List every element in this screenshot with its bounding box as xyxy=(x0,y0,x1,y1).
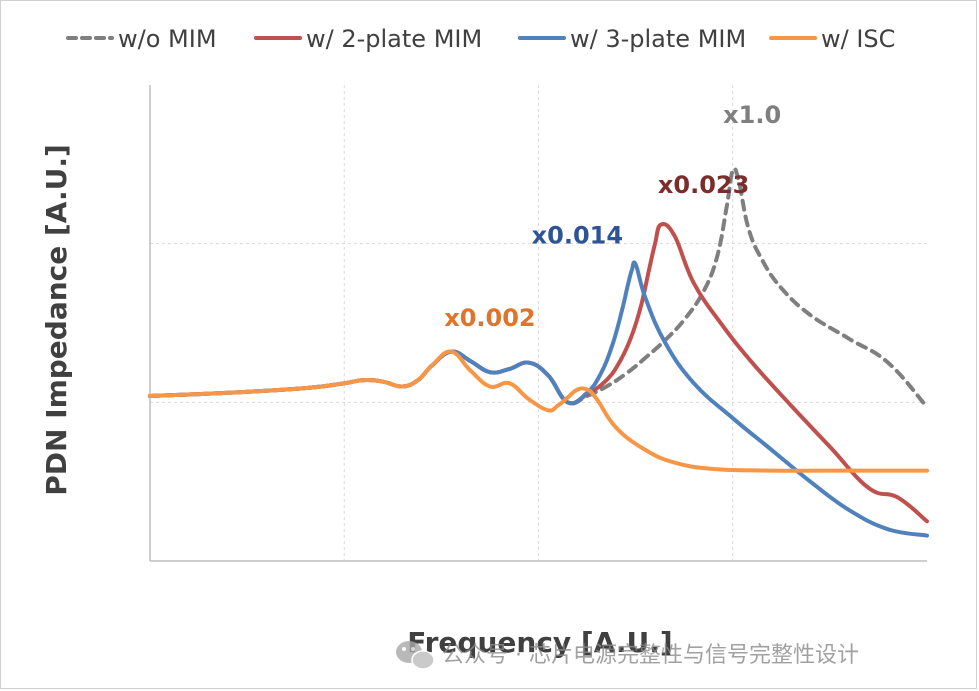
annotation-x1-0: x1.0 xyxy=(723,101,781,129)
axes xyxy=(149,85,927,562)
series-group xyxy=(148,166,929,538)
annotation-x0-014: x0.014 xyxy=(532,222,623,250)
watermark: 公众号 · 芯片电源完整性与信号完整性设计 xyxy=(396,641,859,670)
annotation-x0-002: x0.002 xyxy=(444,304,535,332)
annotation-group: x1.0 x0.023 x0.014 x0.002 xyxy=(444,101,781,332)
legend-label-w-2-plate-mim: w/ 2-plate MIM xyxy=(306,25,482,53)
wechat-icon xyxy=(396,641,435,670)
annotation-x0-023: x0.023 xyxy=(658,171,749,199)
series-line-w-isc xyxy=(148,349,929,473)
legend-label-w-isc: w/ ISC xyxy=(821,25,895,53)
legend-label-w-3-plate-mim: w/ 3-plate MIM xyxy=(570,25,746,53)
gridlines xyxy=(150,85,927,561)
y-axis-label: PDN Impedance [A.U.] xyxy=(40,144,73,496)
watermark-text: 公众号 · 芯片电源完整性与信号完整性设计 xyxy=(442,643,859,668)
x-axis-label: Frequency [A.U.] xyxy=(407,626,672,659)
legend: w/o MIM w/ 2-plate MIM w/ 3-plate MIM w/ IS… xyxy=(66,25,895,53)
legend-label-w-o-mim: w/o MIM xyxy=(118,25,217,53)
